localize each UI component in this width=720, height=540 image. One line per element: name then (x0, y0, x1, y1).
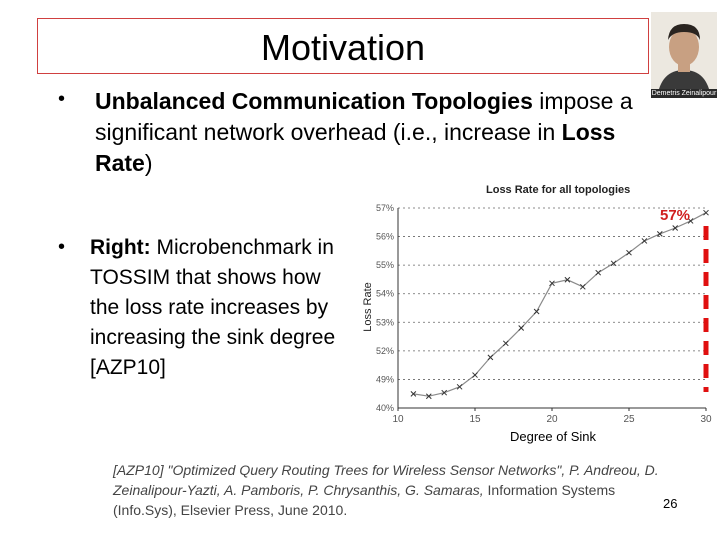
chart-axes (397, 208, 707, 411)
data-point (579, 283, 586, 290)
data-point-mark (687, 218, 694, 224)
data-point (641, 238, 648, 244)
x-axis-caption: Degree of Sink (510, 429, 596, 444)
data-point-mark (641, 238, 648, 244)
data-point-mark (410, 391, 417, 397)
data-point-mark (656, 231, 663, 237)
y-tick-label: 49% (376, 374, 394, 384)
highlight-label: 57% (660, 207, 691, 224)
citation: [AZP10] "Optimized Query Routing Trees f… (113, 460, 673, 520)
data-point-mark (579, 283, 586, 290)
data-point-mark (425, 393, 432, 400)
data-point (687, 218, 694, 224)
data-point (564, 276, 571, 283)
data-point-mark (502, 340, 509, 347)
data-point-mark (441, 389, 448, 396)
x-tick-labels: 10 15 20 25 30 (392, 414, 712, 425)
bullet-marker: • (58, 88, 66, 110)
bullet-2-text: Right: Microbenchmark in TOSSIM that sho… (90, 233, 352, 383)
data-point (518, 325, 525, 331)
y-tick-labels: 40% 49% 52% 53% 54% 55% 56% 57% (376, 203, 394, 413)
author-photo: Demetris Zeinalipour (651, 12, 717, 98)
x-tick-label: 15 (469, 414, 481, 425)
data-point (502, 340, 509, 347)
data-point (703, 209, 709, 216)
y-axis-label: Loss Rate (362, 282, 374, 332)
series-points (410, 209, 709, 400)
data-point (610, 260, 617, 267)
page-number: 26 (663, 496, 678, 511)
data-point (549, 280, 555, 287)
data-point-mark (472, 372, 478, 378)
author-photo-image (651, 12, 717, 98)
data-point-mark (595, 269, 602, 276)
x-tick-label: 25 (623, 414, 635, 425)
data-point (672, 225, 679, 231)
y-tick-label: 40% (376, 403, 394, 413)
data-point-mark (703, 209, 709, 216)
data-point (441, 389, 448, 396)
y-tick-label: 55% (376, 260, 394, 270)
bullet-2-body: Microbenchmark in TOSSIM that shows how … (90, 236, 336, 379)
series-line (413, 212, 707, 397)
data-point-mark (610, 260, 617, 267)
data-point-mark (549, 280, 555, 287)
data-point-mark (533, 308, 540, 315)
bullet-1-bold: Unbalanced Communication Topologies (95, 88, 533, 114)
data-point (410, 391, 417, 397)
citation-tail: Information Systems (Info.Sys), Elsevier… (113, 482, 616, 518)
data-point-mark (456, 383, 463, 390)
bullet-1-end: ) (144, 150, 153, 176)
y-tick-label: 52% (376, 346, 394, 356)
data-point (425, 393, 432, 400)
slide-title: Motivation (260, 27, 426, 68)
data-point-mark (564, 276, 571, 283)
x-tick-label: 10 (392, 414, 404, 425)
chart-grid (398, 207, 706, 380)
bullet-2-bold: Right: (90, 236, 151, 259)
data-point (595, 269, 602, 276)
y-tick-label: 57% (376, 203, 394, 213)
data-point (533, 308, 540, 315)
data-point (656, 231, 663, 237)
x-tick-label: 30 (700, 414, 712, 425)
photo-caption: Demetris Zeinalipour (651, 89, 717, 98)
y-tick-label: 56% (376, 232, 394, 242)
data-point-mark (626, 249, 632, 256)
data-point-mark (518, 325, 525, 331)
data-point-mark (672, 225, 679, 231)
y-tick-label: 54% (376, 289, 394, 299)
data-point (626, 249, 632, 256)
bullet-marker: • (58, 236, 66, 258)
data-point-mark (487, 354, 494, 361)
citation-lead: [AZP10] "Optimized Query Routing Trees f… (113, 462, 659, 498)
y-tick-label: 53% (376, 317, 394, 327)
x-tick-label: 20 (546, 414, 558, 425)
title-box: Motivation (37, 18, 649, 74)
bullet-1-text: Unbalanced Communication Topologies impo… (95, 86, 655, 179)
bullet-1-bold2: Loss Rate (95, 119, 616, 176)
chart-title: Loss Rate for all topologies (486, 184, 631, 196)
data-point (472, 372, 478, 378)
bullet-1-body: impose a significant network overhead (i… (95, 88, 633, 145)
data-point (487, 354, 494, 361)
data-point (456, 383, 463, 390)
